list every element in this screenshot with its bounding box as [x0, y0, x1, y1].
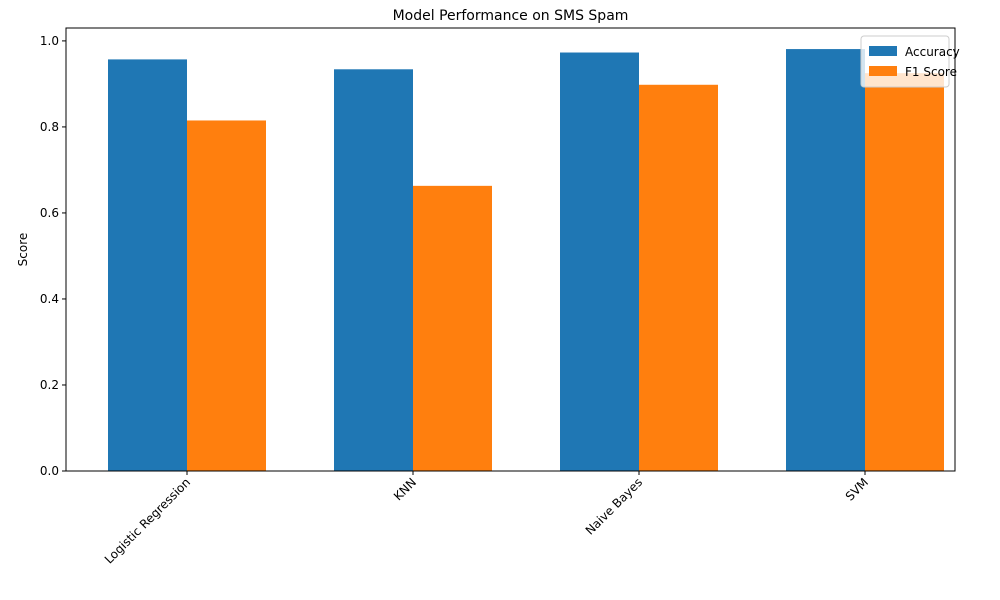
- bar-f1-score-knn: [413, 185, 492, 471]
- y-tick-label: 0.8: [40, 120, 59, 134]
- y-axis: 0.0 0.2 0.4 0.6 0.8 1.0: [40, 34, 66, 478]
- y-tick-label: 1.0: [40, 34, 59, 48]
- plot-frame: [65, 27, 956, 472]
- y-axis-label: Score: [16, 233, 30, 267]
- legend-label: Accuracy: [905, 45, 960, 59]
- legend-label: F1 Score: [905, 65, 957, 79]
- chart-title: Model Performance on SMS Spam: [393, 8, 629, 24]
- bar-accuracy-logistic-regression: [108, 59, 187, 471]
- legend-swatch: [869, 46, 897, 56]
- legend-swatch: [869, 66, 897, 76]
- bar-accuracy-svm: [786, 49, 865, 471]
- bar-f1-score-logistic-regression: [187, 120, 266, 471]
- y-tick-label: 0.4: [40, 292, 59, 306]
- bar-accuracy-naive-bayes: [560, 52, 639, 471]
- bar-f1-score-svm: [865, 73, 944, 472]
- y-tick-label: 0.2: [40, 378, 59, 392]
- y-tick-label: 0.6: [40, 206, 59, 220]
- y-tick-label: 0.0: [40, 464, 59, 478]
- bar-f1-score-naive-bayes: [639, 84, 718, 471]
- legend-box: [860, 35, 950, 88]
- legend: Accuracy F1 Score: [860, 35, 960, 88]
- bars-group: [108, 49, 944, 472]
- bar-accuracy-knn: [334, 69, 413, 472]
